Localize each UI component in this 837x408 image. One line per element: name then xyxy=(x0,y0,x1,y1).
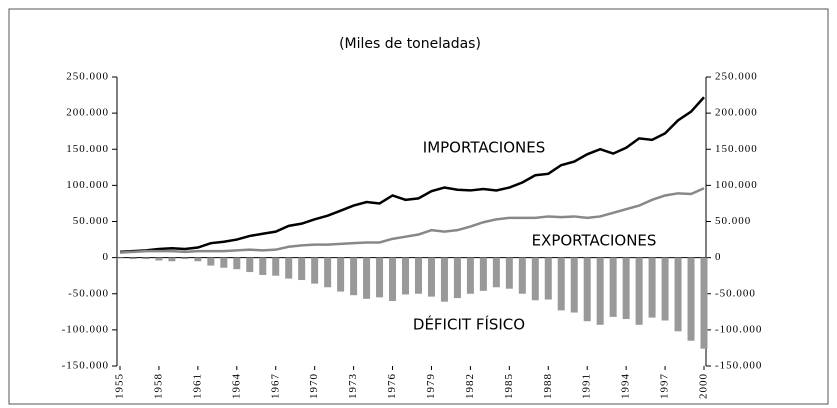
bar xyxy=(453,257,461,299)
x-tick-label: 1979 xyxy=(425,373,437,399)
bar xyxy=(427,257,435,297)
y2-tick-label: -150.000 xyxy=(715,360,762,372)
bar xyxy=(168,257,176,262)
bar xyxy=(596,257,604,325)
bar xyxy=(285,257,293,279)
bar xyxy=(674,257,682,332)
x-tick-label: 1988 xyxy=(542,373,554,399)
bar xyxy=(207,257,215,266)
y2-tick-label: -50.000 xyxy=(715,287,756,299)
bar xyxy=(363,257,371,299)
bar xyxy=(233,257,241,270)
bar xyxy=(622,257,630,320)
bar xyxy=(272,257,280,276)
y-tick-label: 0 xyxy=(103,251,110,263)
y2-tick-label: -100.000 xyxy=(715,323,762,335)
x-tick-label: 1976 xyxy=(386,373,398,399)
bar xyxy=(414,257,422,294)
x-tick-label: 1964 xyxy=(230,373,242,399)
y-tick-label: 100.000 xyxy=(66,179,109,191)
bar xyxy=(298,257,306,281)
bar xyxy=(142,257,150,260)
bar xyxy=(337,257,345,292)
y-tick-label: 50.000 xyxy=(73,215,109,227)
y2-tick-label: 200.000 xyxy=(715,107,758,119)
x-tick-label: 1970 xyxy=(308,373,320,399)
x-tick-label: 1994 xyxy=(620,373,632,399)
x-tick-label: 2000 xyxy=(698,373,710,399)
y2-tick-label: 50.000 xyxy=(715,215,751,227)
bar xyxy=(350,257,358,296)
series-label: EXPORTACIONES xyxy=(532,232,657,250)
bar xyxy=(518,257,526,294)
y2-tick-label: 100.000 xyxy=(715,179,758,191)
bar xyxy=(324,257,332,288)
bar xyxy=(466,257,474,294)
series-label: IMPORTACIONES xyxy=(423,139,545,157)
x-tick-label: 1982 xyxy=(464,373,476,399)
bar xyxy=(661,257,669,321)
bar xyxy=(116,257,124,259)
bar xyxy=(505,257,513,289)
bar xyxy=(479,257,487,291)
y2-tick-label: 0 xyxy=(715,251,722,263)
y-tick-label: 150.000 xyxy=(66,143,109,155)
bar xyxy=(440,257,448,302)
bar xyxy=(570,257,578,313)
x-tick-label: 1955 xyxy=(114,373,126,399)
y-tick-label: -50.000 xyxy=(68,287,109,299)
bar xyxy=(583,257,591,322)
bar xyxy=(492,257,500,288)
bar xyxy=(700,257,708,349)
bar xyxy=(557,257,565,311)
bar xyxy=(376,257,384,298)
y-tick-label: -150.000 xyxy=(62,360,109,372)
bar xyxy=(129,257,137,260)
bar xyxy=(531,257,539,301)
y-tick-label: -100.000 xyxy=(62,323,109,335)
bar xyxy=(259,257,267,275)
frame xyxy=(8,8,829,405)
bar xyxy=(181,257,189,260)
x-tick-label: 1967 xyxy=(269,373,281,399)
bar xyxy=(402,257,410,295)
x-tick-label: 1985 xyxy=(503,373,515,399)
bar xyxy=(194,257,202,262)
y2-tick-label: 250.000 xyxy=(715,71,758,83)
bar xyxy=(635,257,643,325)
series-label: DÉFICIT FÍSICO xyxy=(413,315,525,334)
bar xyxy=(311,257,319,284)
bar xyxy=(246,257,254,273)
x-tick-label: 1961 xyxy=(191,373,203,399)
bar xyxy=(609,257,617,317)
y2-tick-label: 150.000 xyxy=(715,143,758,155)
bar xyxy=(648,257,656,318)
x-tick-label: 1997 xyxy=(659,373,671,399)
series-line xyxy=(119,96,705,254)
x-tick-label: 1973 xyxy=(347,373,359,399)
bar xyxy=(544,257,552,300)
bar xyxy=(687,257,695,341)
chart-title: (Miles de toneladas) xyxy=(339,36,481,52)
x-tick-label: 1958 xyxy=(152,373,164,399)
series-line xyxy=(119,187,705,254)
bar xyxy=(155,257,163,261)
bar xyxy=(220,257,228,268)
y-tick-label: 200.000 xyxy=(66,107,109,119)
x-tick-label: 1991 xyxy=(581,373,593,399)
y-tick-label: 250.000 xyxy=(66,71,109,83)
bar xyxy=(389,257,397,301)
